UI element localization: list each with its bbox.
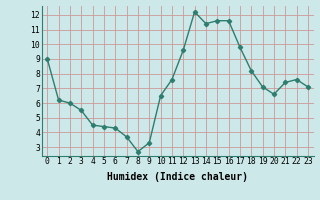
X-axis label: Humidex (Indice chaleur): Humidex (Indice chaleur) <box>107 172 248 182</box>
